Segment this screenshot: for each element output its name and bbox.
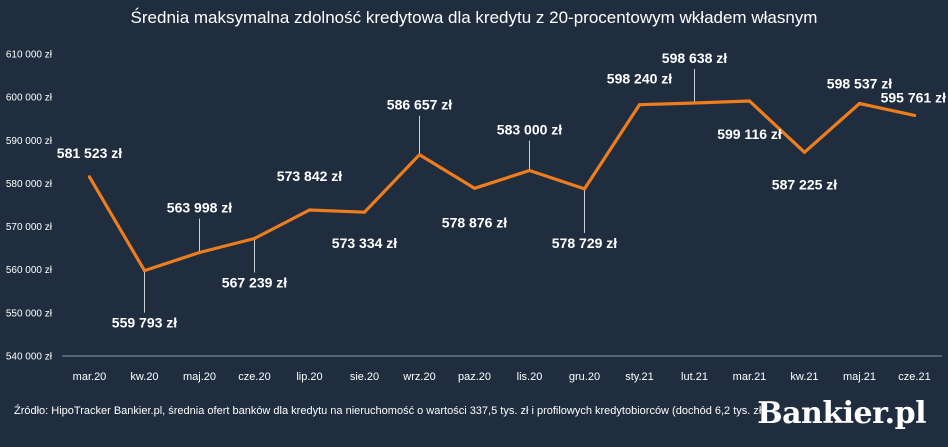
data-point xyxy=(417,153,422,157)
bankier-logo: Bankier.pl xyxy=(757,396,926,431)
y-tick-label: 570 000 zł xyxy=(6,222,53,233)
x-tick-label: sty.21 xyxy=(625,371,654,383)
x-tick-label: lis.20 xyxy=(517,371,543,383)
x-tick-label: paz.20 xyxy=(458,371,491,383)
data-point xyxy=(252,236,257,241)
data-point xyxy=(802,150,807,154)
x-tick-label: gru.20 xyxy=(569,371,600,383)
x-tick-label: wrz.20 xyxy=(402,371,435,383)
source-note: Źródło: HipoTracker Bankier.pl, średnia … xyxy=(14,405,765,417)
data-point xyxy=(912,113,917,118)
data-label: 563 998 zł xyxy=(167,199,232,215)
data-label: 578 729 zł xyxy=(552,235,617,251)
data-label: 595 761 zł xyxy=(881,89,946,105)
x-tick-label: mar.20 xyxy=(73,371,107,383)
y-tick-label: 590 000 zł xyxy=(6,136,53,147)
data-point xyxy=(692,101,697,105)
data-point xyxy=(307,208,312,212)
data-label: 573 334 zł xyxy=(332,235,397,251)
x-tick-label: sie.20 xyxy=(350,371,379,383)
y-tick-label: 600 000 zł xyxy=(6,93,53,104)
x-tick-label: cze.20 xyxy=(238,371,270,383)
data-label: 573 842 zł xyxy=(277,168,342,184)
y-tick-label: 560 000 zł xyxy=(6,265,53,276)
y-tick-label: 580 000 zł xyxy=(6,179,53,190)
x-tick-label: lip.20 xyxy=(296,371,322,383)
x-tick-label: maj.20 xyxy=(183,371,216,383)
y-tick-label: 540 000 zł xyxy=(6,352,53,363)
x-tick-label: kw.21 xyxy=(790,371,818,383)
data-point xyxy=(582,187,587,191)
x-tick-label: maj.21 xyxy=(843,371,876,383)
data-label: 567 239 zł xyxy=(222,274,287,290)
x-tick-label: lut.21 xyxy=(681,371,708,383)
data-point xyxy=(857,101,862,106)
data-point xyxy=(142,269,147,273)
data-label: 598 537 zł xyxy=(827,75,892,91)
data-point xyxy=(197,250,202,255)
data-label: 583 000 zł xyxy=(497,121,562,137)
data-point xyxy=(472,186,477,190)
y-tick-label: 610 000 zł xyxy=(6,50,53,61)
x-tick-label: kw.20 xyxy=(130,371,158,383)
data-label: 587 225 zł xyxy=(772,176,837,192)
y-tick-label: 550 000 zł xyxy=(6,308,53,319)
data-point xyxy=(637,103,642,107)
data-label: 559 793 zł xyxy=(112,315,177,331)
data-point xyxy=(362,210,367,214)
data-point xyxy=(747,99,752,103)
data-point xyxy=(87,175,92,179)
chart-title: Średnia maksymalna zdolność kredytowa dl… xyxy=(130,8,818,27)
data-label: 598 638 zł xyxy=(662,50,727,66)
data-label: 586 657 zł xyxy=(387,97,452,113)
data-label: 598 240 zł xyxy=(607,71,672,87)
data-label: 578 876 zł xyxy=(442,214,507,230)
x-tick-label: mar.21 xyxy=(733,371,767,383)
data-label: 581 523 zł xyxy=(57,145,122,161)
data-point xyxy=(527,168,532,173)
data-label: 599 116 zł xyxy=(717,126,782,142)
x-tick-label: cze.21 xyxy=(898,371,930,383)
series-line xyxy=(87,99,917,273)
